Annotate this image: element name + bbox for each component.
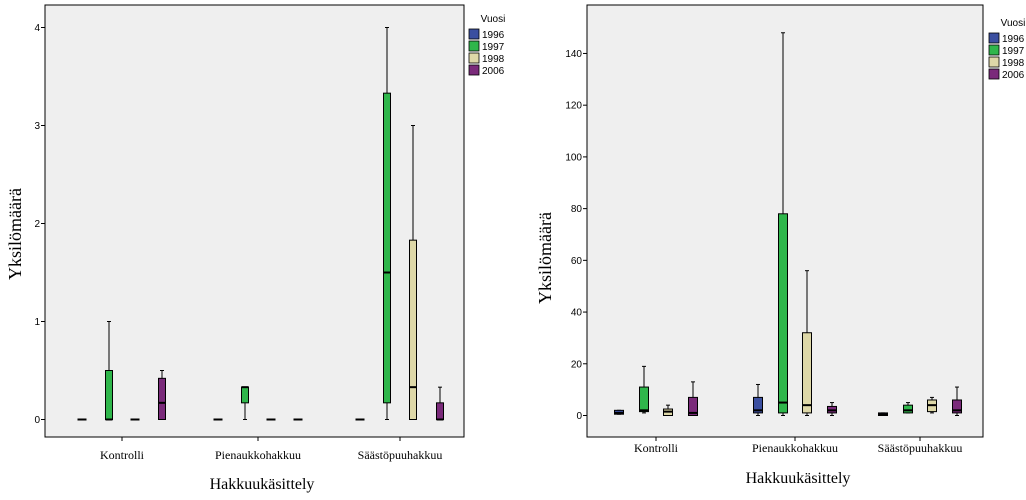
y-axis-title: Yksilömäärä: [535, 212, 555, 304]
y-tick-label: 3: [34, 121, 40, 132]
box-1996-Säästöpuuhakkuu: [878, 412, 888, 417]
y-tick-label: 2: [34, 219, 40, 230]
y-axis: 0 20 40 60 80 100 120 140: [565, 49, 587, 422]
legend-label: 1997: [482, 42, 505, 53]
box-iqr: [688, 396, 698, 417]
box-2006-Säästöpuuhakkuu: [436, 386, 444, 421]
legend-label: 1996: [482, 30, 505, 41]
box-1997-Säästöpuuhakkuu: [903, 402, 913, 414]
chart-2: 0 20 40 60 80 100 120 140 Kontrolli Pienaukkohakk…: [535, 4, 1026, 487]
legend-swatch: [988, 56, 1000, 68]
chart-1: 0 1 2 3 4 Kontrolli Pienaukkohakkuu Säästöpuuha…: [5, 4, 506, 493]
x-axis-title: Hakkuukäsittely: [746, 470, 851, 487]
box-iqr: [802, 332, 812, 414]
box-1996-Pienaukkohakkuu: [753, 383, 763, 416]
legend-swatch: [468, 64, 480, 76]
legend-label: 1998: [1002, 58, 1025, 69]
box-iqr: [903, 404, 913, 414]
x-tick-label: Kontrolli: [100, 448, 145, 462]
box-iqr: [105, 370, 113, 420]
legend-swatch: [468, 52, 480, 64]
box-1998-Säästöpuuhakkuu: [409, 125, 417, 420]
y-tick-label: 0: [576, 411, 582, 422]
legend-swatch: [468, 40, 480, 52]
x-tick-label: Pienaukkohakkuu: [215, 448, 301, 462]
legend-swatch: [988, 32, 1000, 44]
box-iqr: [383, 92, 391, 404]
box-iqr: [952, 399, 962, 414]
legend-title: Vuosi: [481, 14, 506, 25]
box-2006-Kontrolli: [158, 370, 166, 420]
plot-area: [44, 4, 465, 438]
box-1998-Pienaukkohakkuu: [802, 270, 812, 416]
y-tick-label: 60: [571, 256, 583, 267]
series-1997: [105, 27, 391, 421]
box-iqr: [409, 239, 417, 420]
box-iqr: [241, 386, 249, 404]
y-tick-label: 1: [34, 317, 40, 328]
series-1996: [614, 383, 888, 417]
box-1998-Säästöpuuhakkuu: [927, 396, 937, 414]
box-2006-Kontrolli: [688, 381, 698, 417]
legend-label: 2006: [1002, 70, 1025, 81]
y-tick-label: 100: [565, 152, 582, 163]
series-2006: [158, 370, 444, 421]
box-1998-Kontrolli: [663, 404, 673, 417]
box-2006-Säästöpuuhakkuu: [952, 386, 962, 416]
series-1998: [663, 270, 937, 417]
y-tick-label: 4: [34, 23, 40, 34]
legend-title: Vuosi: [1001, 18, 1026, 29]
legend-swatch: [468, 28, 480, 40]
box-1997-Säästöpuuhakkuu: [383, 27, 391, 420]
legend-label: 1998: [482, 54, 505, 65]
box-1996-Kontrolli: [614, 409, 624, 415]
box-1997-Pienaukkohakkuu: [778, 32, 788, 416]
legend-swatch: [988, 68, 1000, 80]
y-axis-title: Yksilömäärä: [5, 188, 25, 280]
y-tick-label: 80: [571, 204, 583, 215]
x-axis: Kontrolli Pienaukkohakkuu Säästöpuuhakkuu: [100, 437, 442, 462]
x-tick-label: Säästöpuuhakkuu: [878, 441, 963, 455]
x-axis-title: Hakkuukäsittely: [210, 476, 315, 493]
box-iqr: [158, 377, 166, 420]
y-tick-label: 40: [571, 308, 583, 319]
legend-label: 2006: [482, 66, 505, 77]
y-axis: 0 1 2 3 4: [34, 23, 45, 426]
series-2006: [688, 381, 962, 417]
box-1997-Kontrolli: [639, 365, 649, 414]
y-tick-label: 120: [565, 101, 582, 112]
legend-swatch: [988, 44, 1000, 56]
box-iqr: [753, 396, 763, 414]
x-tick-label: Säästöpuuhakkuu: [358, 448, 443, 462]
box-iqr: [639, 386, 649, 413]
x-tick-label: Pienaukkohakkuu: [752, 441, 838, 455]
y-tick-label: 20: [571, 359, 583, 370]
legend-label: 1997: [1002, 46, 1025, 57]
box-2006-Pienaukkohakkuu: [827, 402, 837, 416]
legend-label: 1996: [1002, 34, 1025, 45]
box-1997-Kontrolli: [105, 321, 113, 421]
series-1997: [639, 32, 913, 416]
x-tick-label: Kontrolli: [634, 441, 679, 455]
y-tick-label: 0: [34, 415, 40, 426]
box-iqr: [778, 213, 788, 414]
box-iqr: [436, 402, 444, 420]
series-1998: [130, 125, 417, 421]
x-axis: Kontrolli Pienaukkohakkuu Säästöpuuhakkuu: [634, 437, 962, 455]
box-1997-Pienaukkohakkuu: [241, 386, 249, 420]
y-tick-label: 140: [565, 49, 582, 60]
